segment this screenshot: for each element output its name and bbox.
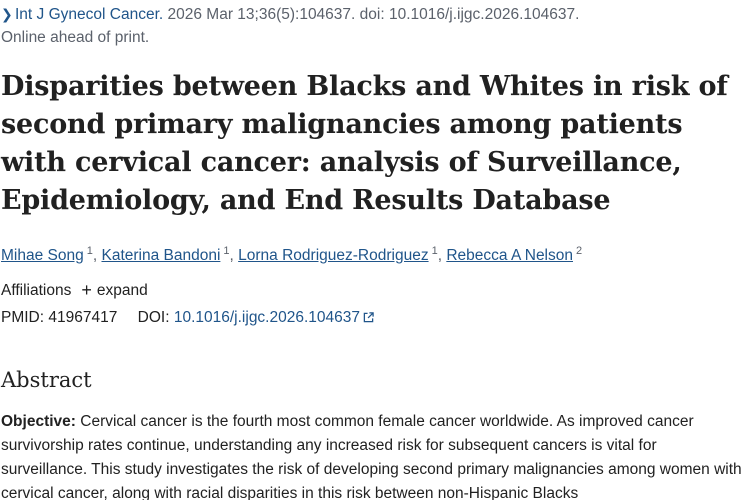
affiliations-toggle[interactable]: Affiliations + expand xyxy=(1,280,148,301)
publication-status: Online ahead of print. xyxy=(1,29,150,46)
author-link[interactable]: Lorna Rodriguez-Rodriguez xyxy=(238,247,429,264)
author-separator: , xyxy=(229,247,239,264)
author-separator: , xyxy=(92,247,102,264)
doi-link[interactable]: 10.1016/j.ijgc.2026.104637 xyxy=(174,309,374,326)
article-title: Disparities between Blacks and Whites in… xyxy=(1,71,728,216)
doi-label: DOI: xyxy=(137,309,170,326)
plus-icon[interactable]: + xyxy=(81,280,92,300)
affiliations-label: Affiliations xyxy=(1,282,72,299)
external-link-icon[interactable] xyxy=(363,312,374,323)
author-link[interactable]: Katerina Bandoni xyxy=(101,247,221,264)
journal-citation: ❯ Int J Gynecol Cancer. 2026 Mar 13;36(5)… xyxy=(1,4,579,25)
doi-value[interactable]: 10.1016/j.ijgc.2026.104637 xyxy=(173,309,361,326)
author-link[interactable]: Mihae Song xyxy=(1,247,84,264)
objective-text: Cervical cancer is the fourth most commo… xyxy=(1,413,742,500)
expand-button[interactable]: expand xyxy=(96,282,148,299)
affiliation-marker[interactable]: 2 xyxy=(576,245,583,257)
affiliation-marker[interactable]: 1 xyxy=(86,245,93,257)
author-separator: , xyxy=(437,247,447,264)
pmid-label: PMID: xyxy=(1,309,45,326)
chevron-right-icon[interactable]: ❯ xyxy=(1,6,13,22)
author-list: Mihae Song 1, Katerina Bandoni 1, Lorna Ro… xyxy=(1,241,582,266)
journal-link[interactable]: Int J Gynecol Cancer. xyxy=(15,6,164,23)
objective-label: Objective: xyxy=(1,413,76,430)
article-identifiers: PMID: 41967417 DOI: 10.1016/j.ijgc.2026.… xyxy=(1,308,374,328)
affiliation-marker[interactable]: 1 xyxy=(223,245,230,257)
abstract-heading: Abstract xyxy=(1,368,92,392)
affiliation-marker[interactable]: 1 xyxy=(431,245,438,257)
abstract-objective: Objective: Cervical cancer is the fourth… xyxy=(1,410,747,500)
author-link[interactable]: Rebecca A Nelson xyxy=(446,247,573,264)
pmid-value: 41967417 xyxy=(48,309,118,326)
citation-details: 2026 Mar 13;36(5):104637. doi: 10.1016/j… xyxy=(163,6,580,23)
